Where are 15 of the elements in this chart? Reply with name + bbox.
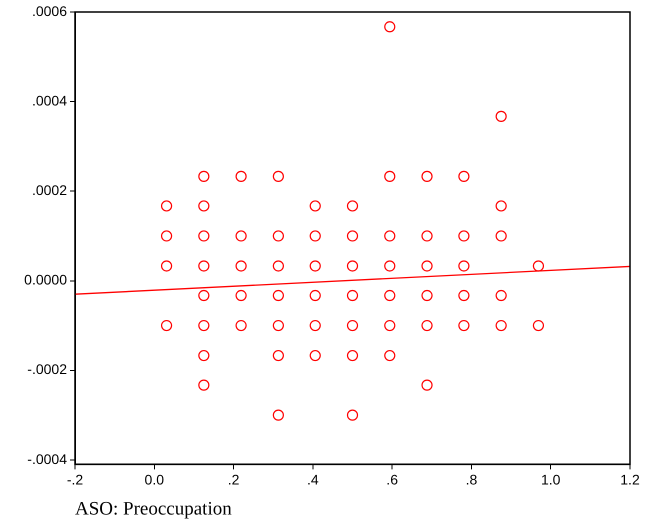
x-tick-label: .8 [466, 472, 478, 488]
x-tick-label: 1.0 [540, 472, 561, 488]
y-tick-label: 0.0000 [24, 272, 68, 288]
x-tick-label: .6 [386, 472, 398, 488]
x-axis-title: ASO: Preoccupation [75, 498, 232, 520]
x-tick-label: .2 [228, 472, 240, 488]
x-tick-label: 1.2 [620, 472, 640, 488]
y-tick-label: .0006 [32, 2, 68, 19]
y-tick-label: -.0002 [27, 361, 68, 378]
y-tick-label: -.0004 [27, 450, 68, 467]
x-tick-label: 0.0 [144, 472, 164, 488]
x-tick-label: -.2 [66, 472, 84, 488]
y-tick-label: .0004 [32, 92, 68, 108]
x-tick-label: .4 [307, 472, 319, 488]
y-tick-label: .0002 [32, 182, 68, 198]
